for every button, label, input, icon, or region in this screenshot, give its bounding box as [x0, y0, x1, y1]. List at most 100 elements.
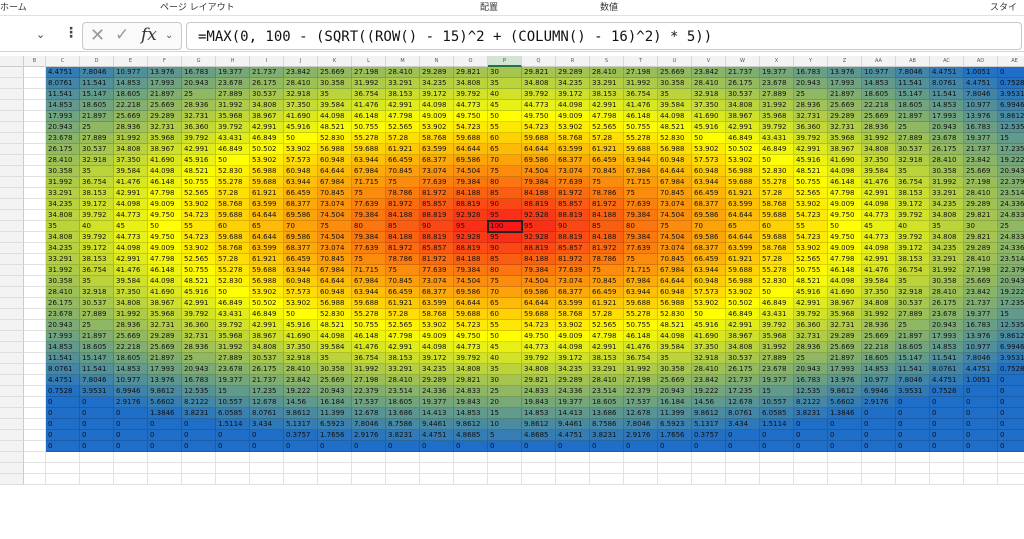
- grid-cell[interactable]: 44.098: [658, 111, 692, 122]
- grid-cell[interactable]: 28.936: [794, 342, 828, 353]
- grid-cell[interactable]: 85: [488, 254, 522, 265]
- grid-cell[interactable]: 0: [896, 408, 930, 419]
- empty-cell[interactable]: [24, 386, 46, 397]
- empty-cell[interactable]: [318, 474, 352, 485]
- row-header[interactable]: [0, 133, 24, 144]
- column-header-w[interactable]: W: [726, 56, 760, 67]
- grid-cell[interactable]: 38.967: [148, 298, 182, 309]
- grid-cell[interactable]: 32.731: [182, 331, 216, 342]
- grid-cell[interactable]: 0: [726, 430, 760, 441]
- grid-cell[interactable]: 1.5114: [760, 419, 794, 430]
- grid-cell[interactable]: 43.431: [216, 133, 250, 144]
- grid-cell[interactable]: 41.476: [862, 265, 896, 276]
- grid-cell[interactable]: 77.639: [556, 265, 590, 276]
- grid-cell[interactable]: 34.808: [454, 78, 488, 89]
- grid-cell[interactable]: 24.336: [998, 243, 1024, 254]
- grid-cell[interactable]: 58.768: [556, 133, 590, 144]
- grid-cell[interactable]: 27.198: [352, 375, 386, 386]
- grid-cell[interactable]: 21.897: [148, 89, 182, 100]
- grid-cell[interactable]: 81.972: [556, 254, 590, 265]
- empty-cell[interactable]: [114, 474, 148, 485]
- grid-cell[interactable]: 57.28: [590, 309, 624, 320]
- grid-cell[interactable]: 42.991: [726, 320, 760, 331]
- grid-cell[interactable]: 48.521: [182, 276, 216, 287]
- grid-cell[interactable]: 4.8685: [522, 430, 556, 441]
- column-header-k[interactable]: K: [318, 56, 352, 67]
- empty-cell[interactable]: [692, 474, 726, 485]
- grid-cell[interactable]: 11.541: [46, 353, 80, 364]
- grid-cell[interactable]: 67.984: [352, 276, 386, 287]
- grid-cell[interactable]: 34.235: [46, 243, 80, 254]
- grid-cell[interactable]: 13.976: [148, 375, 182, 386]
- grid-cell[interactable]: 0: [896, 419, 930, 430]
- grid-cell[interactable]: 81.972: [556, 188, 590, 199]
- grid-cell[interactable]: 31.992: [352, 364, 386, 375]
- grid-cell[interactable]: 16.783: [182, 375, 216, 386]
- grid-cell[interactable]: 13.976: [964, 331, 998, 342]
- grid-cell[interactable]: 42.991: [590, 100, 624, 111]
- grid-cell[interactable]: 50.502: [250, 298, 284, 309]
- grid-cell[interactable]: 85: [488, 188, 522, 199]
- grid-cell[interactable]: 68.377: [420, 155, 454, 166]
- grid-cell[interactable]: 0.7528: [998, 364, 1024, 375]
- grid-cell[interactable]: 61.921: [250, 188, 284, 199]
- grid-cell[interactable]: 24.336: [420, 386, 454, 397]
- grid-cell[interactable]: 44.098: [318, 111, 352, 122]
- grid-cell[interactable]: 74.504: [658, 210, 692, 221]
- grid-cell[interactable]: 56.988: [658, 298, 692, 309]
- grid-cell[interactable]: 0: [760, 441, 794, 452]
- grid-cell[interactable]: 38.153: [386, 89, 420, 100]
- grid-cell[interactable]: 77.639: [352, 243, 386, 254]
- grid-cell[interactable]: 48.521: [318, 122, 352, 133]
- grid-cell[interactable]: 88.819: [454, 199, 488, 210]
- row-header[interactable]: [0, 298, 24, 309]
- grid-cell[interactable]: 63.944: [352, 155, 386, 166]
- grid-cell[interactable]: 59.688: [454, 133, 488, 144]
- grid-cell[interactable]: 57.573: [692, 155, 726, 166]
- grid-cell[interactable]: 36.754: [624, 89, 658, 100]
- grid-cell[interactable]: 29.289: [420, 375, 454, 386]
- grid-cell[interactable]: 50: [284, 133, 318, 144]
- grid-cell[interactable]: 85.857: [420, 199, 454, 210]
- grid-cell[interactable]: 73.074: [420, 276, 454, 287]
- empty-cell[interactable]: [284, 474, 318, 485]
- grid-cell[interactable]: 33.291: [590, 78, 624, 89]
- grid-cell[interactable]: 1.7656: [658, 430, 692, 441]
- empty-cell[interactable]: [24, 353, 46, 364]
- empty-cell[interactable]: [896, 452, 930, 463]
- grid-cell[interactable]: 27.198: [624, 375, 658, 386]
- grid-cell[interactable]: 49.009: [148, 243, 182, 254]
- grid-cell[interactable]: 0: [896, 441, 930, 452]
- grid-cell[interactable]: 29.289: [148, 331, 182, 342]
- grid-cell[interactable]: 25.669: [114, 111, 148, 122]
- grid-cell[interactable]: 21.737: [726, 375, 760, 386]
- grid-cell[interactable]: 44.773: [454, 342, 488, 353]
- grid-cell[interactable]: 28.410: [284, 364, 318, 375]
- grid-cell[interactable]: 92.928: [454, 232, 488, 243]
- grid-cell[interactable]: 14.853: [930, 342, 964, 353]
- grid-cell[interactable]: 0: [454, 441, 488, 452]
- grid-cell[interactable]: 25: [182, 353, 216, 364]
- empty-cell[interactable]: [386, 463, 420, 474]
- grid-cell[interactable]: 12.678: [726, 397, 760, 408]
- grid-cell[interactable]: 15.147: [896, 89, 930, 100]
- grid-cell[interactable]: 39.792: [454, 353, 488, 364]
- grid-cell[interactable]: 52.830: [760, 276, 794, 287]
- grid-cell[interactable]: 3.434: [726, 419, 760, 430]
- grid-cell[interactable]: 0: [46, 430, 80, 441]
- close-icon[interactable]: ✕: [90, 25, 106, 46]
- empty-cell[interactable]: [24, 265, 46, 276]
- grid-cell[interactable]: 1.7656: [318, 430, 352, 441]
- grid-cell[interactable]: 19.377: [556, 397, 590, 408]
- grid-cell[interactable]: 6.9946: [114, 386, 148, 397]
- fx-icon[interactable]: fx: [141, 25, 157, 45]
- grid-cell[interactable]: 25: [80, 122, 114, 133]
- grid-cell[interactable]: 11.541: [930, 353, 964, 364]
- grid-cell[interactable]: 19.377: [760, 375, 794, 386]
- grid-cell[interactable]: 41.690: [828, 287, 862, 298]
- grid-cell[interactable]: 29.821: [454, 67, 488, 78]
- grid-cell[interactable]: 40: [80, 221, 114, 232]
- grid-cell[interactable]: 4.4751: [964, 78, 998, 89]
- grid-cell[interactable]: 28.936: [862, 122, 896, 133]
- grid-cell[interactable]: 10: [488, 419, 522, 430]
